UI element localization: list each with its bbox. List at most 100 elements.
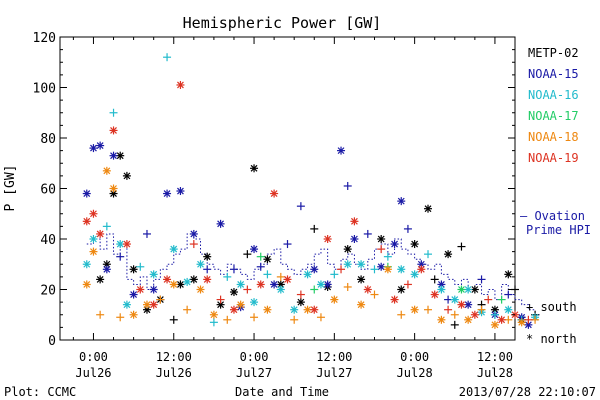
x-tick-date-label: Jul28 [397,366,433,380]
south-point [250,313,259,322]
north-point [283,275,292,284]
x-tick-time-label: 0:00 [79,350,108,364]
north-point [350,235,359,243]
north-point [229,305,238,314]
x-tick-date-label: Jul26 [156,366,192,380]
north-point [490,320,499,329]
north-point [189,229,198,238]
north-point [82,280,91,289]
north-point [270,280,279,289]
north-point [229,288,238,297]
south-point [531,315,540,324]
north-point [464,285,473,294]
south-point [223,272,232,281]
south-point [477,305,486,314]
south-point [209,318,218,327]
y-tick-label: 40 [40,233,56,248]
north-point [524,320,533,329]
x-tick-time-label: 12:00 [477,350,513,364]
south-point [370,265,379,274]
south-point [504,290,513,299]
north-point [129,290,138,299]
south-point [337,265,346,274]
south-point [102,222,111,231]
north-point [82,260,91,269]
series-noaa-18 [82,166,540,329]
north-point [203,252,212,261]
plot-source-label: Plot: CCMC [4,385,76,399]
north-point [129,310,138,319]
south-point [397,310,406,319]
south-point [216,295,225,304]
north-point [189,275,198,284]
north-point [517,318,526,327]
x-tick-time-label: 0:00 [400,350,429,364]
north-point [89,235,98,243]
x-tick-time-label: 0:00 [240,350,269,364]
north-point [122,240,131,249]
north-point [457,285,466,294]
north-point [430,290,439,299]
south-point [403,224,412,233]
north-point [96,275,105,284]
south-point [444,305,453,314]
legend: — Ovation Prime HPI + south * north METP… [520,46,591,346]
x-tick-date-label: Jul27 [236,366,272,380]
legend-entry: NOAA-18 [528,130,579,144]
north-point [323,280,332,289]
south-point [310,285,319,294]
north-point [163,189,172,198]
x-tick-time-label: 12:00 [316,350,352,364]
north-point [377,235,386,243]
north-point [497,315,506,324]
series-noaa-16 [82,53,540,327]
south-point [450,310,459,319]
north-point [457,300,466,309]
north-point [377,262,386,271]
south-point [524,315,533,324]
south-point [424,250,433,259]
north-point [129,265,138,274]
north-point [410,305,419,314]
north-point [142,300,151,309]
north-point [323,235,332,243]
south-point [424,305,433,314]
series-metp-02 [96,151,540,329]
x-axis: 0:00 Jul26 12:00 Jul26 0:00 Jul27 12:00 Jul27 0:… [72,37,516,380]
north-point [357,275,366,284]
south-point [316,313,325,322]
north-point [236,300,245,309]
north-point [176,80,185,89]
north-point [263,305,272,314]
series-noaa-17 [256,252,506,304]
plot-timestamp: 2013/07/28 22:10:07 [459,385,596,399]
legend-entry: NOAA-19 [528,151,579,165]
south-point [256,262,265,271]
north-point [149,300,158,309]
north-point [417,265,426,274]
north-point [276,285,285,294]
legend-south-marker: + south [526,300,577,314]
south-point [243,285,252,294]
north-point [149,270,158,279]
south-point [223,315,232,324]
north-point [89,144,98,153]
south-point [109,108,118,117]
x-axis-label: Date and Time [235,385,329,399]
north-point [444,250,453,259]
x-tick-time-label: 12:00 [156,350,192,364]
south-point [343,181,352,190]
x-tick-date-label: Jul27 [316,366,352,380]
north-point [310,265,319,274]
south-point [276,272,285,281]
north-point [343,245,352,254]
south-point [296,202,305,211]
legend-ovation-line2: Prime HPI [526,223,591,237]
south-point [169,315,178,324]
north-point [343,260,352,269]
y-tick-label: 120 [33,31,56,46]
north-point [142,305,151,314]
legend-entry: NOAA-15 [528,67,579,81]
y-axis: 0 20 40 60 80 100 120 [33,31,515,349]
